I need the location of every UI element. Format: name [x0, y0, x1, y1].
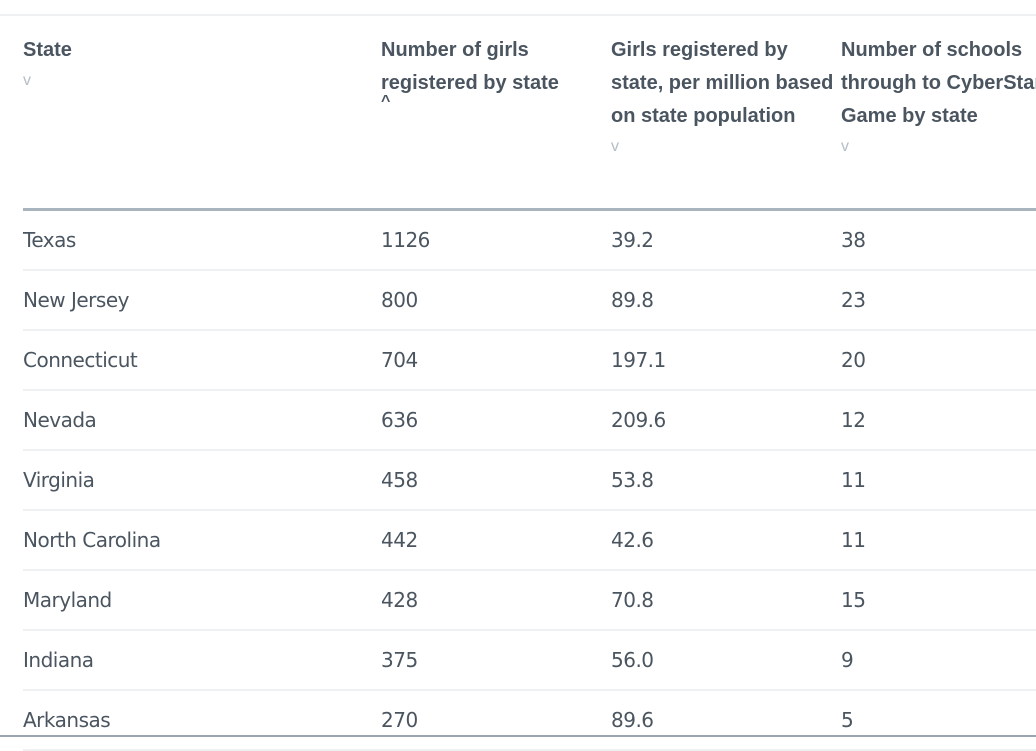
table-row: Indiana 375 56.0 9 — [23, 631, 1036, 691]
table-row: Arkansas 270 89.6 5 — [23, 691, 1036, 751]
header-state[interactable]: State v — [23, 34, 72, 89]
table-row: Nevada 636 209.6 12 — [23, 391, 1036, 451]
cell-schools: 11 — [841, 528, 866, 552]
cell-schools: 15 — [841, 588, 866, 612]
cell-schools: 38 — [841, 228, 866, 252]
sort-down-icon[interactable]: v — [23, 72, 31, 89]
sort-down-icon[interactable]: v — [611, 138, 619, 155]
cell-schools: 20 — [841, 348, 866, 372]
top-divider — [0, 14, 1036, 16]
cell-state: Arkansas — [23, 708, 111, 732]
header-number-of-schools-label-line2: through to CyberStart — [841, 72, 1036, 94]
cell-schools: 12 — [841, 408, 866, 432]
cell-girls: 270 — [381, 708, 418, 732]
header-number-of-schools-label-line1: Number of schools — [841, 39, 1023, 61]
header-number-of-schools-label-line3: Game by state — [841, 105, 978, 127]
cell-schools: 11 — [841, 468, 866, 492]
cell-schools: 9 — [841, 648, 854, 672]
cell-state: Texas — [23, 228, 76, 252]
cell-per-million: 56.0 — [611, 648, 654, 672]
header-per-million-label-line1: Girls registered by — [611, 39, 788, 61]
cell-per-million: 70.8 — [611, 588, 654, 612]
cell-state: Nevada — [23, 408, 97, 432]
header-per-million[interactable]: Girls registered by state, per million b… — [611, 34, 833, 155]
table-row: Maryland 428 70.8 15 — [23, 571, 1036, 631]
state-registrations-table: State v Number of girls registered by st… — [23, 16, 1036, 751]
header-per-million-label-line3: on state population — [611, 105, 796, 127]
table-row: Connecticut 704 197.1 20 — [23, 331, 1036, 391]
cell-per-million: 89.8 — [611, 288, 654, 312]
header-number-of-girls[interactable]: Number of girls registered by state ^ — [381, 34, 559, 110]
sort-up-icon[interactable]: ^ — [381, 93, 391, 110]
cell-girls: 428 — [381, 588, 418, 612]
cell-state: Virginia — [23, 468, 95, 492]
cell-per-million: 209.6 — [611, 408, 666, 432]
header-number-of-girls-label-line1: Number of girls — [381, 39, 529, 61]
table-row: New Jersey 800 89.8 23 — [23, 271, 1036, 331]
sort-down-icon[interactable]: v — [841, 138, 849, 155]
cell-girls: 800 — [381, 288, 418, 312]
cell-state: North Carolina — [23, 528, 161, 552]
header-state-label: State — [23, 39, 72, 61]
header-per-million-label-line2: state, per million based — [611, 72, 834, 94]
cell-per-million: 197.1 — [611, 348, 666, 372]
cell-schools: 5 — [841, 708, 854, 732]
cell-state: Indiana — [23, 648, 94, 672]
cell-per-million: 39.2 — [611, 228, 654, 252]
cell-girls: 458 — [381, 468, 418, 492]
bottom-divider — [0, 735, 1036, 737]
cell-state: Maryland — [23, 588, 112, 612]
header-number-of-schools[interactable]: Number of schools through to CyberStart … — [841, 34, 1036, 155]
cell-per-million: 53.8 — [611, 468, 654, 492]
table-row: Virginia 458 53.8 11 — [23, 451, 1036, 511]
cell-schools: 23 — [841, 288, 866, 312]
cell-state: Connecticut — [23, 348, 138, 372]
cell-girls: 636 — [381, 408, 418, 432]
table-row: Texas 1126 39.2 38 — [23, 211, 1036, 271]
table-row: North Carolina 442 42.6 11 — [23, 511, 1036, 571]
cell-girls: 442 — [381, 528, 418, 552]
header-number-of-girls-label-line2: registered by state — [381, 72, 559, 94]
cell-state: New Jersey — [23, 288, 129, 312]
cell-girls: 375 — [381, 648, 418, 672]
table-header: State v Number of girls registered by st… — [23, 16, 1036, 211]
cell-per-million: 42.6 — [611, 528, 654, 552]
cell-per-million: 89.6 — [611, 708, 654, 732]
cell-girls: 704 — [381, 348, 418, 372]
cell-girls: 1126 — [381, 228, 430, 252]
